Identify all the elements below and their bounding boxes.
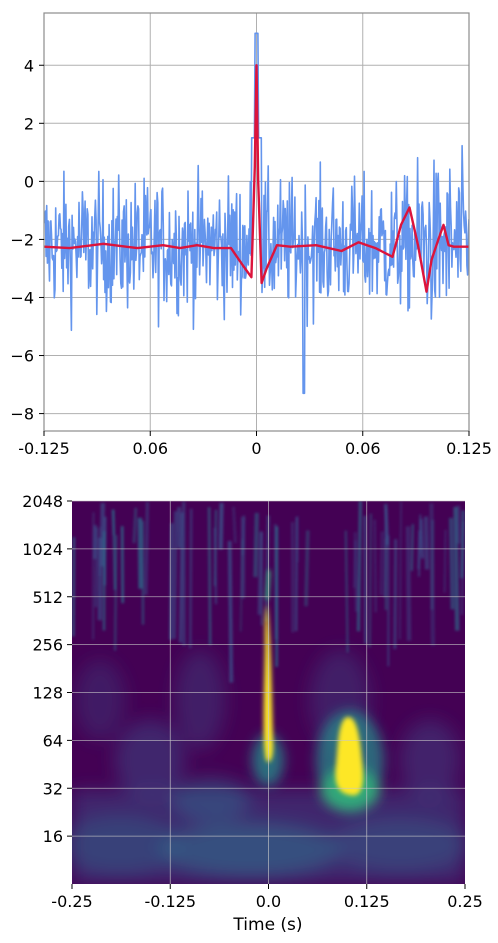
spectrogram-streak — [132, 507, 138, 544]
spectrogram-streak — [410, 524, 414, 571]
spectrogram-streak — [265, 515, 270, 622]
ringdown-blob-feature — [335, 717, 364, 796]
top-x-tick-label: 0.06 — [345, 439, 381, 458]
spectrogram-streak — [295, 516, 298, 632]
bottom-y-tick-label: 512 — [32, 588, 63, 607]
bottom-x-tick-label: 0.0 — [256, 892, 281, 911]
bottom-y-tick-label: 256 — [32, 636, 63, 655]
bottom-x-tick-label: -0.25 — [51, 892, 92, 911]
spectrogram-streak — [443, 529, 447, 593]
reconstruction-series-line — [44, 64, 469, 293]
spectrogram-streak — [137, 517, 143, 589]
spectrogram-streak — [356, 501, 362, 632]
spectrogram-streak — [304, 530, 310, 607]
top-y-tick-label: 4 — [24, 56, 34, 75]
spectrogram-streak — [114, 535, 118, 651]
bottom-y-tick-label: 16 — [43, 827, 63, 846]
top-x-tick-label: 0.125 — [446, 439, 492, 458]
spectrogram-streak — [379, 531, 384, 596]
top-y-tick-label: 0 — [24, 172, 34, 191]
spectrogram-streak — [218, 502, 224, 550]
bottom-y-tick-label: 64 — [43, 731, 63, 750]
top-y-tick-label: −8 — [10, 405, 34, 424]
spectrogram-streak — [232, 506, 237, 543]
high-frequency-streaks — [72, 501, 465, 683]
spectrogram-streak — [405, 526, 412, 641]
bottom-x-tick-label: 0.125 — [344, 892, 390, 911]
spectrogram-streak — [92, 525, 97, 560]
top-y-ticks: 4 2 0 −2 −4 −6 −8 — [10, 56, 44, 424]
top-y-tick-label: −4 — [10, 288, 34, 307]
spectrogram-streak — [99, 502, 105, 567]
noise-series-line — [44, 32, 469, 395]
spectrogram-streak — [178, 512, 184, 643]
bottom-x-ticks: -0.25 -0.125 0.0 0.125 0.25 — [51, 884, 483, 911]
spectrogram-streak — [72, 537, 76, 637]
spectrogram-streak — [257, 532, 264, 615]
bottom-y-ticks: 2048 1024 512 256 128 64 32 16 — [22, 492, 72, 846]
bottom-x-tick-label: 0.25 — [447, 892, 483, 911]
spectrogram-streak — [188, 508, 193, 649]
spectrogram-streak — [172, 511, 178, 640]
bottom-gridlines — [72, 500, 465, 884]
spectrogram-streak — [393, 539, 398, 650]
spectrogram-streak — [94, 527, 99, 608]
top-y-tick-label: −6 — [10, 347, 34, 366]
bottom-x-axis-title: Time (s) — [232, 915, 302, 935]
spectrogram-streak — [460, 510, 465, 579]
top-x-tick-label: -0.125 — [18, 439, 70, 458]
bottom-y-tick-label: 2048 — [22, 492, 63, 511]
spectrogram-streak — [374, 519, 377, 613]
spectrogram-streak — [453, 506, 460, 631]
spectrogram-streak — [353, 540, 357, 588]
top-chart: -0.125 0.06 0 0.06 0.125 4 2 0 −2 −4 −6 −8 — [10, 12, 492, 458]
spectrogram-streak — [429, 503, 435, 646]
spectrogram-streak — [363, 515, 367, 644]
spectrogram-streak — [120, 526, 124, 604]
spectrogram-streak — [169, 523, 174, 640]
top-x-tick-label: 0 — [251, 439, 261, 458]
spectrogram-streak — [419, 518, 424, 559]
spectrogram-streak — [448, 517, 455, 610]
spectrogram-streak — [239, 539, 244, 632]
spectrogram-streak — [227, 540, 234, 683]
bottom-y-tick-label: 32 — [43, 779, 63, 798]
top-y-tick-label: 2 — [24, 114, 34, 133]
spectrogram-streak — [207, 507, 212, 646]
top-y-tick-label: −2 — [10, 230, 34, 249]
spectrogram-streak — [344, 530, 349, 653]
top-x-ticks: -0.125 0.06 0 0.06 0.125 — [18, 431, 492, 458]
top-x-tick-label: 0.06 — [132, 439, 168, 458]
bottom-x-tick-label: -0.125 — [144, 892, 196, 911]
bottom-chart: -0.25 -0.125 0.0 0.125 0.25 2048 1024 512 256 12… — [22, 492, 483, 935]
spectrogram-streak — [213, 527, 217, 605]
bottom-y-tick-label: 1024 — [22, 540, 63, 559]
spectrogram-streak — [368, 513, 372, 648]
spectrogram-streak — [423, 516, 430, 570]
spectrogram-streak — [383, 507, 388, 598]
spectrogram-streak — [253, 512, 259, 578]
spectrogram-streak — [111, 509, 116, 536]
bottom-y-tick-label: 128 — [32, 684, 63, 703]
spectrogram-streak — [144, 501, 149, 595]
spectrogram-streak — [398, 501, 402, 640]
